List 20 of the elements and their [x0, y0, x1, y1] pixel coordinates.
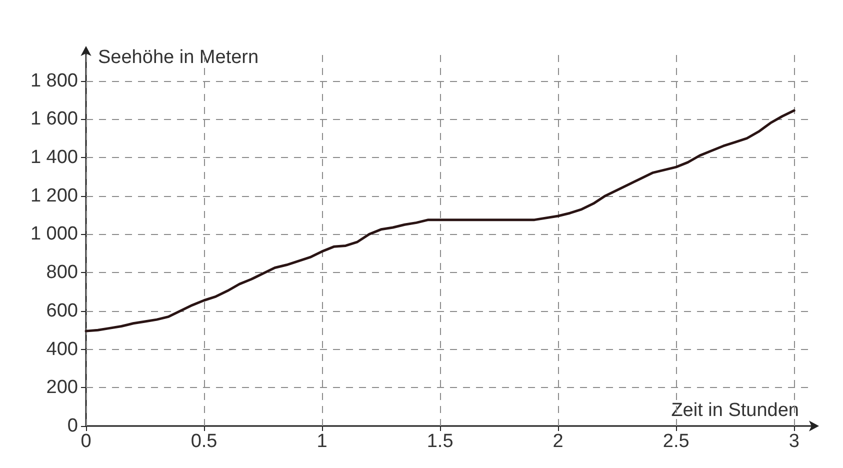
x-tick-label: 2.5 [662, 431, 690, 452]
y-tick-label: 400 [46, 338, 78, 360]
y-tick-label: 1 200 [30, 185, 78, 206]
y-tick-label: 800 [46, 262, 78, 284]
x-tick-label: 1 [316, 431, 328, 452]
y-tick-label: 1 600 [30, 108, 78, 130]
y-tick-label: 1 000 [30, 224, 78, 245]
line-series [84, 109, 796, 332]
y-tick-label: 600 [46, 300, 78, 322]
y-tick-label: 200 [46, 377, 78, 398]
y-tick-label: 1 400 [30, 146, 78, 168]
x-axis-title: Zeit in Stunden [671, 400, 799, 421]
y-axis-title: Seehöhe in Metern [98, 47, 259, 68]
y-tick-label: 0 [67, 416, 78, 436]
x-tick-label: 2 [552, 431, 564, 452]
x-tick-label: 0.5 [190, 431, 218, 452]
x-tick-label: 3 [788, 431, 800, 452]
x-tick-label: 1.5 [426, 431, 454, 452]
x-tick-label: 0 [80, 431, 92, 452]
y-tick-label: 1 800 [30, 70, 78, 92]
